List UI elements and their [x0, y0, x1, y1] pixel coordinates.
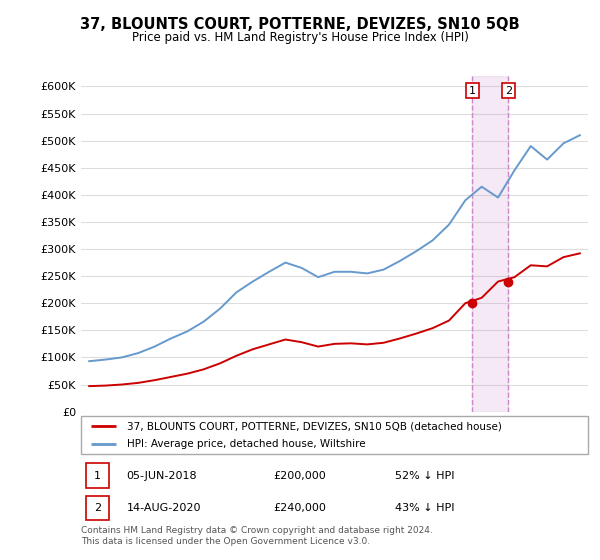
Text: 43% ↓ HPI: 43% ↓ HPI: [395, 503, 455, 513]
Text: 37, BLOUNTS COURT, POTTERNE, DEVIZES, SN10 5QB (detached house): 37, BLOUNTS COURT, POTTERNE, DEVIZES, SN…: [127, 421, 502, 431]
FancyBboxPatch shape: [86, 463, 109, 488]
FancyBboxPatch shape: [86, 496, 109, 520]
Text: £200,000: £200,000: [274, 470, 326, 480]
Text: Contains HM Land Registry data © Crown copyright and database right 2024.
This d: Contains HM Land Registry data © Crown c…: [81, 526, 433, 546]
Text: HPI: Average price, detached house, Wiltshire: HPI: Average price, detached house, Wilt…: [127, 439, 365, 449]
Text: 14-AUG-2020: 14-AUG-2020: [127, 503, 201, 513]
Text: 1: 1: [469, 86, 476, 96]
FancyBboxPatch shape: [81, 416, 588, 454]
Text: Price paid vs. HM Land Registry's House Price Index (HPI): Price paid vs. HM Land Registry's House …: [131, 31, 469, 44]
Text: 2: 2: [94, 503, 101, 513]
Text: 37, BLOUNTS COURT, POTTERNE, DEVIZES, SN10 5QB: 37, BLOUNTS COURT, POTTERNE, DEVIZES, SN…: [80, 17, 520, 32]
Text: 2: 2: [505, 86, 512, 96]
Bar: [472, 76, 508, 412]
Text: 52% ↓ HPI: 52% ↓ HPI: [395, 470, 455, 480]
Text: 05-JUN-2018: 05-JUN-2018: [127, 470, 197, 480]
Text: £240,000: £240,000: [274, 503, 326, 513]
Text: 1: 1: [94, 470, 101, 480]
